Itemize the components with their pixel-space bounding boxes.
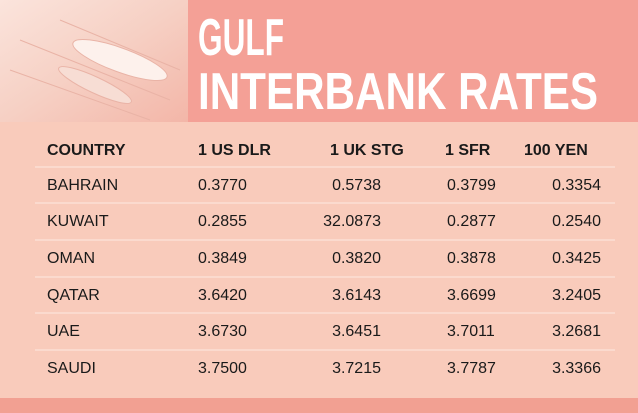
column-header: 1 SFR: [445, 142, 491, 159]
rates-panel: GULF INTERBANK RATES COUNTRY 1 US DLR 1 UK…: [0, 0, 638, 413]
table-cell: 3.6420: [198, 287, 247, 304]
table-cell: BAHRAIN: [47, 177, 118, 194]
table-cell: 0.3425: [552, 250, 601, 267]
title-line: INTERBANK RATES: [198, 63, 598, 121]
table-cell: 3.3366: [552, 360, 601, 377]
table-cell: 3.6730: [198, 323, 247, 340]
table-cell: 3.7500: [198, 360, 247, 377]
table-cell: 3.2681: [552, 323, 601, 340]
table-cell: OMAN: [47, 250, 95, 267]
table-cell: QATAR: [47, 287, 100, 304]
table-cell: 3.7787: [447, 360, 496, 377]
table-cell: 3.7011: [447, 323, 495, 340]
table-cell: 0.3878: [447, 250, 496, 267]
table-cell: 0.3820: [332, 250, 381, 267]
table-cell: 0.3354: [552, 177, 601, 194]
table-cell: 3.6143: [332, 287, 381, 304]
table-cell: 0.2540: [552, 213, 601, 230]
table-cell: 0.5738: [332, 177, 381, 194]
table-cell: 3.7215: [332, 360, 381, 377]
table-cell: 3.2405: [552, 287, 601, 304]
title-line: GULF: [198, 9, 284, 67]
table-cell: 0.3799: [447, 177, 496, 194]
table-cell: 0.3849: [198, 250, 247, 267]
column-header: COUNTRY: [47, 142, 126, 159]
table-cell: 0.3770: [198, 177, 247, 194]
table-cell: 0.2855: [198, 213, 247, 230]
column-header: 1 US DLR: [198, 142, 271, 159]
table-cell: SAUDI: [47, 360, 96, 377]
column-header: 1 UK STG: [330, 142, 404, 159]
footer-band: [0, 398, 638, 413]
table-cell: 3.6451: [332, 323, 381, 340]
table-cell: KUWAIT: [47, 213, 109, 230]
table-cell: 3.6699: [447, 287, 496, 304]
table-cell: 32.0873: [323, 213, 381, 230]
table-cell: 0.2877: [447, 213, 496, 230]
column-header: 100 YEN: [524, 142, 588, 159]
table-cell: UAE: [47, 323, 80, 340]
